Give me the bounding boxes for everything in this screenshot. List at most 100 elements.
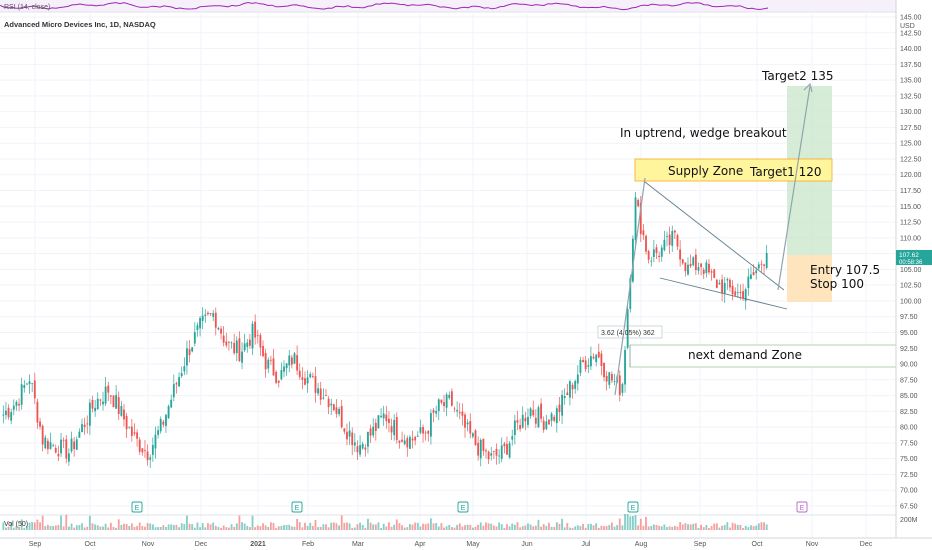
volume-bar (500, 524, 503, 530)
price-tick-label: 140.00 (900, 46, 922, 53)
volume-bar (162, 525, 165, 530)
volume-bar (545, 525, 548, 530)
candle-body (524, 418, 527, 422)
volume-bar (353, 527, 356, 530)
earnings-marker-label: E (800, 505, 805, 512)
candle-body (94, 407, 97, 412)
candle-body (477, 442, 480, 456)
volume-bar (739, 524, 742, 530)
candle-body (175, 383, 178, 385)
candle-body (374, 422, 377, 431)
candle-body (353, 442, 356, 446)
candle-body (600, 353, 603, 367)
earnings-marker-icon[interactable] (627, 501, 639, 513)
candle-body (78, 431, 81, 438)
volume-bar (117, 519, 120, 530)
volume-bar (325, 524, 327, 530)
candle-body (395, 417, 398, 440)
volume-bar (62, 526, 65, 530)
candle-body (107, 385, 110, 393)
candle-body (225, 341, 228, 346)
earnings-marker-icon[interactable] (291, 501, 303, 513)
candle-body (28, 381, 31, 385)
candle-body (264, 352, 267, 370)
volume-bar (474, 526, 477, 530)
volume-bar (212, 522, 215, 530)
volume-bar (269, 522, 272, 530)
volume-bar (209, 524, 212, 530)
volume-bar (283, 525, 285, 530)
rsi-background (0, 0, 896, 12)
candle-body (595, 354, 598, 363)
candle-body (450, 391, 453, 406)
candle-body (508, 443, 511, 458)
volume-bar (191, 524, 194, 530)
earnings-marker-icon[interactable] (131, 501, 143, 513)
target-projection-line[interactable] (777, 85, 811, 291)
price-axis[interactable]: 145.00 142.50 140.00 137.50 135.00 132.50 130.… (895, 0, 932, 538)
candle-body (687, 264, 689, 275)
volume-bar (660, 526, 663, 530)
candle-body (747, 276, 750, 288)
candle-body (159, 418, 162, 432)
uptrend-line[interactable] (614, 177, 646, 396)
volume-bar (621, 525, 624, 530)
stop-zone[interactable] (787, 255, 832, 302)
candle-body (222, 335, 225, 343)
price-tick-label: 127.50 (900, 125, 922, 132)
volume-bar (246, 525, 249, 530)
candle-body (233, 342, 236, 354)
candle-body (495, 448, 498, 456)
rsi-pane: RSI (14, close) (0, 0, 896, 13)
volume-bar (151, 524, 154, 530)
wedge-lower-line[interactable] (659, 277, 788, 310)
candle-body (532, 409, 535, 416)
volume-bar (196, 522, 199, 530)
candle-body (750, 274, 752, 279)
price-tick-label: 112.50 (900, 220, 921, 227)
volume-bar (760, 522, 763, 530)
candle-body (209, 313, 212, 314)
candle-body (445, 394, 448, 408)
volume-bar (513, 524, 516, 530)
volume-bar (550, 526, 553, 530)
price-tick-label: 67.50 (900, 504, 918, 511)
volume-bar (227, 527, 230, 530)
earnings-marker-icon[interactable] (796, 501, 808, 513)
candle-body (576, 374, 579, 384)
candle-body (702, 269, 705, 275)
candle-body (500, 445, 503, 459)
time-tick-label: Mar (352, 541, 365, 548)
candle-body (411, 438, 414, 441)
volume-bar (120, 525, 123, 530)
candle-body (204, 314, 207, 316)
candle-body (715, 279, 718, 288)
candle-body (120, 405, 123, 416)
supply-zone[interactable] (634, 158, 833, 182)
candle-body (217, 327, 220, 330)
volume-bar (558, 523, 561, 530)
volume-bar (647, 526, 650, 530)
candle-body (736, 292, 739, 294)
volume-bar (225, 527, 228, 530)
candle-body (490, 453, 493, 456)
volume-bar (107, 527, 110, 530)
volume-bar (201, 523, 204, 530)
volume-bar (694, 523, 697, 530)
volume-bar (681, 524, 684, 530)
volume-bar (406, 527, 409, 530)
volume-bar (432, 523, 435, 530)
volume-bar (393, 524, 396, 530)
candle-body (41, 425, 44, 445)
volume-bar (52, 526, 55, 530)
candle-body (655, 247, 658, 253)
earnings-marker-icon[interactable] (457, 501, 469, 513)
time-tick-label: Sep (694, 541, 707, 548)
candle-body (285, 363, 288, 369)
time-axis[interactable]: Sep Oct Nov Dec 2021 Feb Mar Apr May Jun Jul Aug Sep… (0, 537, 932, 548)
volume-bar (469, 524, 472, 530)
wedge-upper-line[interactable] (644, 181, 785, 291)
candle-body (86, 423, 89, 425)
volume-bar (419, 526, 422, 530)
